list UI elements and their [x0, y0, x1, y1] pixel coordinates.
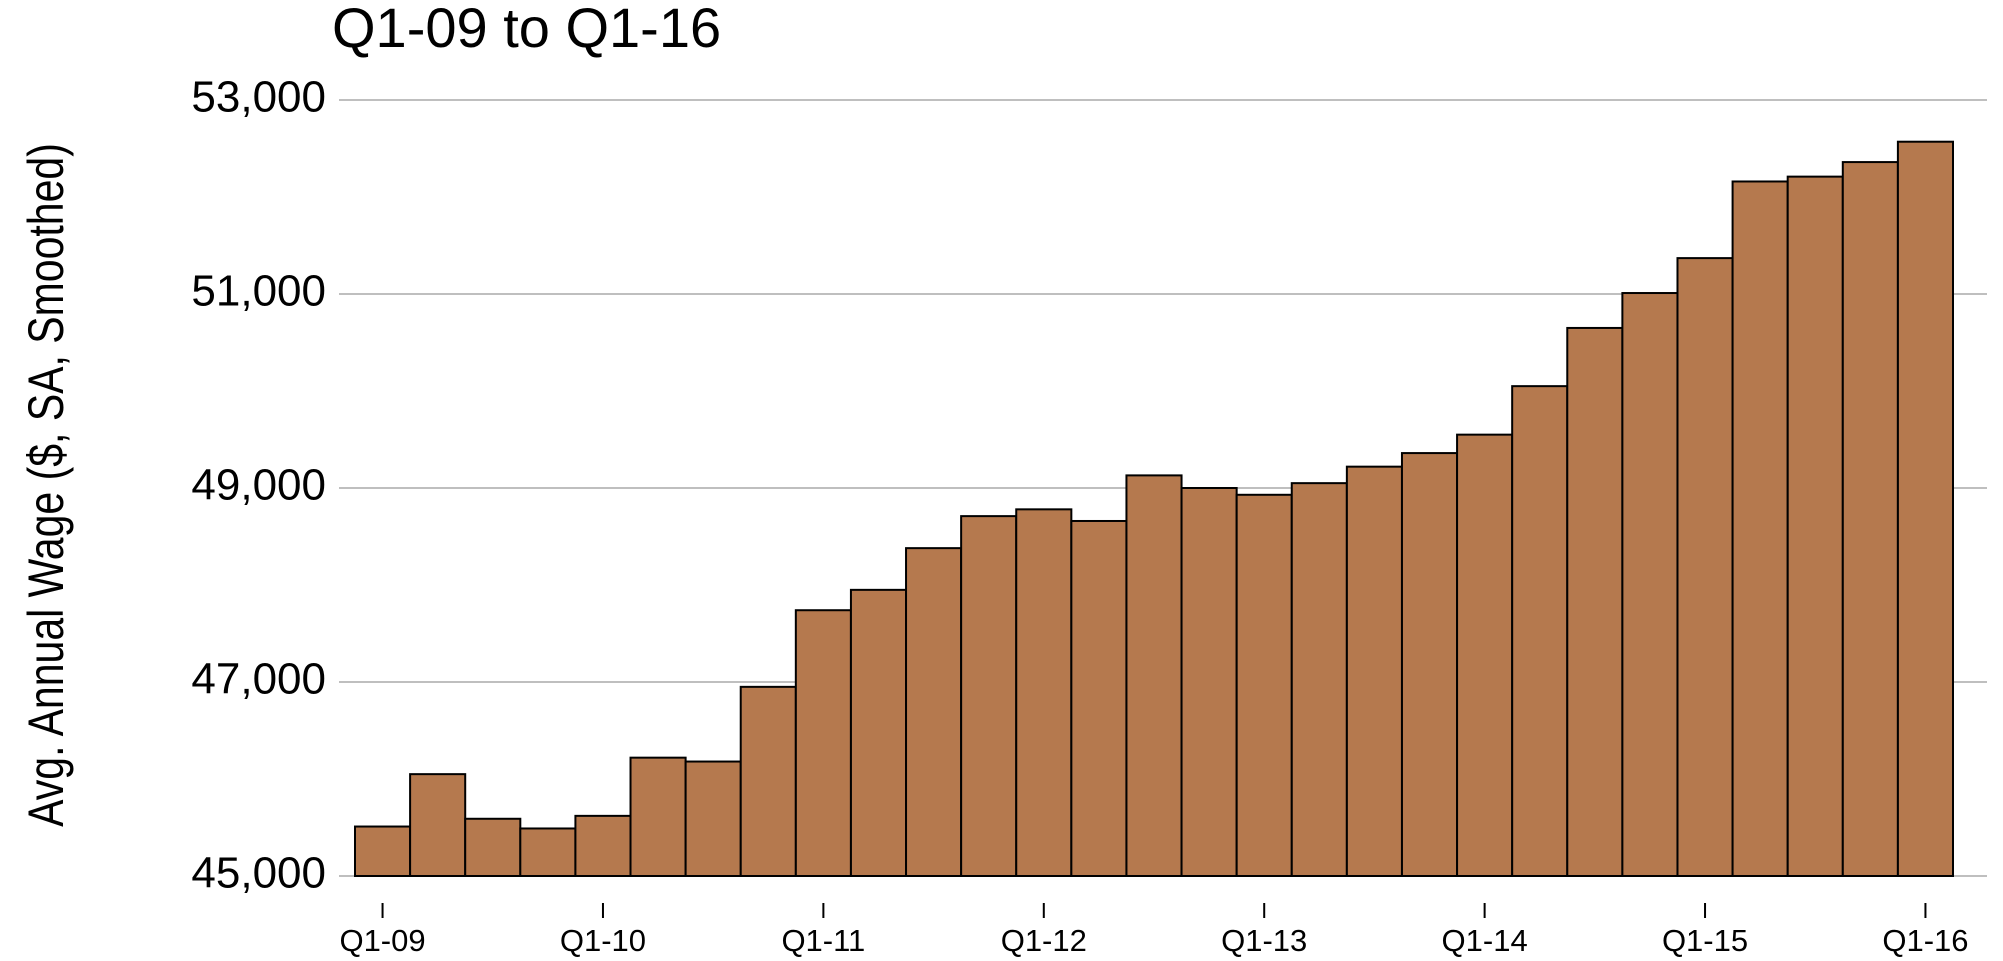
bar	[574, 814, 632, 877]
bar	[1180, 487, 1238, 877]
bar	[1400, 452, 1459, 877]
bar	[1456, 433, 1514, 877]
bar	[1896, 140, 1955, 877]
x-tick-label: Q1-10	[560, 923, 646, 958]
x-tick-label: Q1-09	[339, 923, 425, 958]
x-tick-label: Q1-16	[1882, 923, 1968, 958]
bar	[849, 588, 908, 877]
bar	[1511, 385, 1569, 877]
bar	[905, 547, 963, 877]
y-tick-label: 47,000	[191, 655, 326, 704]
bar	[409, 773, 467, 878]
bar	[1290, 482, 1348, 877]
bar	[464, 817, 522, 878]
bar	[1566, 326, 1624, 877]
bar	[684, 760, 742, 877]
y-tick-label: 53,000	[191, 73, 326, 122]
y-tick-label: 45,000	[191, 849, 326, 898]
bar	[354, 825, 412, 878]
bar	[519, 827, 577, 877]
bar	[794, 609, 852, 877]
bar	[1786, 175, 1844, 877]
x-tick-label: Q1-12	[1001, 923, 1087, 958]
x-tick-label: Q1-14	[1442, 923, 1528, 958]
bar	[629, 756, 687, 877]
bar	[1015, 508, 1073, 877]
x-tick-label: Q1-15	[1662, 923, 1748, 958]
chart-title: Q1-09 to Q1-16	[332, 0, 721, 59]
y-tick-label: 49,000	[191, 461, 326, 510]
y-tick-label: 51,000	[191, 267, 326, 316]
bar	[1345, 465, 1403, 877]
bar	[1841, 161, 1899, 877]
bar	[960, 515, 1018, 877]
bar	[1621, 292, 1679, 877]
y-axis-label: Avg. Annual Wage ($, SA, Smoothed)	[18, 143, 74, 827]
bar	[1070, 519, 1128, 877]
bar	[1125, 474, 1183, 877]
bar	[1676, 257, 1734, 877]
x-tick-label: Q1-13	[1221, 923, 1307, 958]
x-tick-label: Q1-11	[781, 923, 865, 958]
bar	[1731, 180, 1789, 878]
bar	[1235, 493, 1293, 877]
bar	[739, 685, 797, 877]
